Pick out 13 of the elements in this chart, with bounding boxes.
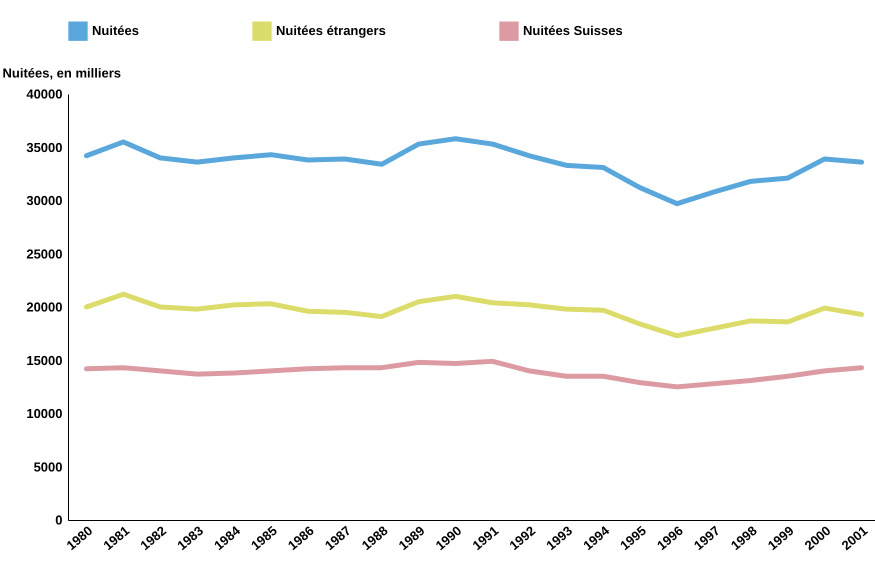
y-tick-label: 40000 [26,86,62,102]
legend-label: Nuitées étrangers [276,23,386,38]
y-tick-label: 25000 [26,246,62,262]
legend-label: Nuitées Suisses [523,23,623,38]
y-tick-label: 5000 [34,459,62,474]
y-axis-title: Nuitées, en milliers [2,66,121,80]
legend-label: Nuitées [92,23,139,38]
y-tick-label: 20000 [26,300,62,314]
y-tick-label: 10000 [26,406,62,421]
y-tick-label: 30000 [26,193,62,208]
y-tick-label: 15000 [26,352,62,368]
y-tick-label: 35000 [26,140,62,155]
y-tick-label: 0 [55,512,62,528]
